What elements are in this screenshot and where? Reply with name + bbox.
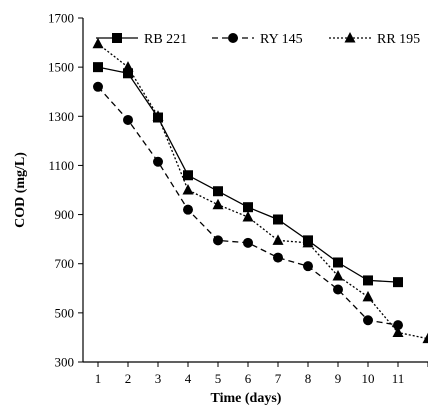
x-tick-label: 6 bbox=[245, 371, 252, 386]
y-tick-label: 500 bbox=[55, 305, 75, 320]
data-point bbox=[213, 186, 223, 197]
legend-marker bbox=[344, 32, 356, 43]
data-point bbox=[212, 198, 224, 210]
data-point bbox=[183, 170, 193, 181]
legend-label: RY 145 bbox=[260, 32, 303, 47]
data-point bbox=[392, 326, 404, 338]
data-point bbox=[393, 320, 403, 331]
legend: RB 221 RY 145 RR 195 bbox=[96, 32, 420, 47]
legend-label: RB 221 bbox=[144, 32, 187, 47]
data-point bbox=[362, 290, 374, 302]
data-point bbox=[303, 261, 313, 272]
x-tick-label: 2 bbox=[125, 371, 132, 386]
x-tick-label: 1 bbox=[95, 371, 102, 386]
data-point bbox=[272, 234, 284, 245]
data-point bbox=[393, 277, 403, 288]
data-point bbox=[123, 114, 133, 125]
series-ry-145 bbox=[93, 81, 403, 331]
y-tick-label: 1700 bbox=[48, 11, 74, 26]
x-axis-title: Time (days) bbox=[211, 391, 282, 406]
legend-label: RR 195 bbox=[377, 32, 420, 47]
x-tick-label: 10 bbox=[362, 371, 375, 386]
legend-marker bbox=[112, 33, 122, 43]
series-line bbox=[97, 43, 428, 340]
data-point bbox=[93, 81, 103, 92]
data-point bbox=[183, 204, 193, 215]
data-point bbox=[152, 110, 164, 121]
legend-item: RB 221 bbox=[96, 32, 187, 47]
x-tick-label: 11 bbox=[392, 371, 405, 386]
data-point bbox=[123, 68, 133, 79]
series-rb-221 bbox=[93, 62, 403, 288]
x-tick-label: 5 bbox=[215, 371, 222, 386]
data-point bbox=[243, 237, 253, 248]
y-tick-label: 900 bbox=[55, 207, 75, 222]
x-tick-label: 3 bbox=[155, 371, 162, 386]
data-point bbox=[93, 62, 103, 73]
legend-item: RR 195 bbox=[329, 32, 420, 47]
data-point bbox=[273, 252, 283, 263]
data-point bbox=[182, 184, 194, 195]
x-tick-label: 4 bbox=[185, 371, 192, 386]
series-group bbox=[92, 37, 428, 344]
y-tick-label: 1300 bbox=[48, 109, 74, 124]
data-point bbox=[92, 37, 104, 49]
x-tick-label: 9 bbox=[335, 371, 342, 386]
y-axis-title: COD (mg/L) bbox=[13, 152, 28, 228]
data-point bbox=[302, 236, 314, 248]
data-point bbox=[213, 235, 223, 246]
data-point bbox=[153, 156, 163, 167]
data-point bbox=[333, 257, 343, 268]
data-point bbox=[363, 315, 373, 326]
data-point bbox=[333, 284, 343, 295]
series-rr-195 bbox=[92, 37, 428, 344]
data-point bbox=[363, 275, 373, 286]
plot-area: 300 500 700 900 1100 1300 1500 1700 1 2 3 4 5 6 7 8 9 10 1… bbox=[48, 11, 428, 386]
y-tick-label: 300 bbox=[55, 355, 75, 370]
data-point bbox=[243, 202, 253, 213]
y-tick-label: 1500 bbox=[48, 60, 74, 75]
data-point bbox=[422, 332, 428, 344]
data-point bbox=[332, 270, 344, 281]
y-tick-label: 1100 bbox=[48, 158, 74, 173]
x-tick-label: 7 bbox=[275, 371, 282, 386]
y-tick-label: 700 bbox=[55, 256, 75, 271]
x-tick-label: 8 bbox=[305, 371, 312, 386]
data-point bbox=[273, 214, 283, 225]
data-point bbox=[122, 61, 134, 72]
data-point bbox=[242, 211, 254, 222]
legend-marker bbox=[228, 33, 238, 43]
legend-item: RY 145 bbox=[212, 32, 303, 47]
series-line bbox=[97, 66, 399, 283]
